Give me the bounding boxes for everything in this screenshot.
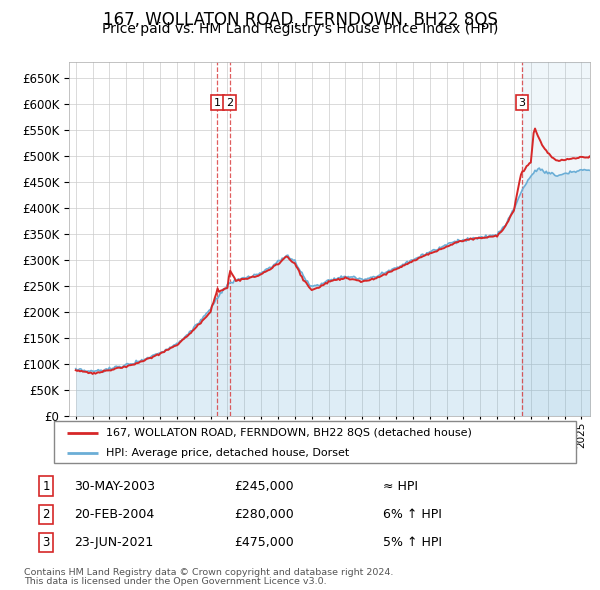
Bar [522,62,598,416]
Text: 3: 3 [43,536,50,549]
Text: 30-MAY-2003: 30-MAY-2003 [74,480,155,493]
Text: 23-JUN-2021: 23-JUN-2021 [74,536,153,549]
Text: 167, WOLLATON ROAD, FERNDOWN, BH22 8QS (detached house): 167, WOLLATON ROAD, FERNDOWN, BH22 8QS (… [106,428,472,438]
Text: Price paid vs. HM Land Registry's House Price Index (HPI): Price paid vs. HM Land Registry's House … [102,22,498,37]
Text: 1: 1 [43,480,50,493]
Text: £280,000: £280,000 [234,508,293,521]
Text: 5% ↑ HPI: 5% ↑ HPI [383,536,442,549]
Text: 2: 2 [43,508,50,521]
Text: £475,000: £475,000 [234,536,293,549]
Text: This data is licensed under the Open Government Licence v3.0.: This data is licensed under the Open Gov… [24,577,326,586]
Text: 3: 3 [518,98,526,107]
Text: 167, WOLLATON ROAD, FERNDOWN, BH22 8QS: 167, WOLLATON ROAD, FERNDOWN, BH22 8QS [103,11,497,29]
FancyBboxPatch shape [54,421,576,463]
Text: £245,000: £245,000 [234,480,293,493]
Text: 20-FEB-2004: 20-FEB-2004 [74,508,154,521]
Text: 6% ↑ HPI: 6% ↑ HPI [383,508,442,521]
Text: Contains HM Land Registry data © Crown copyright and database right 2024.: Contains HM Land Registry data © Crown c… [24,568,394,576]
Text: 1: 1 [214,98,221,107]
Text: HPI: Average price, detached house, Dorset: HPI: Average price, detached house, Dors… [106,448,349,457]
Text: ≈ HPI: ≈ HPI [383,480,418,493]
Text: 2: 2 [226,98,233,107]
